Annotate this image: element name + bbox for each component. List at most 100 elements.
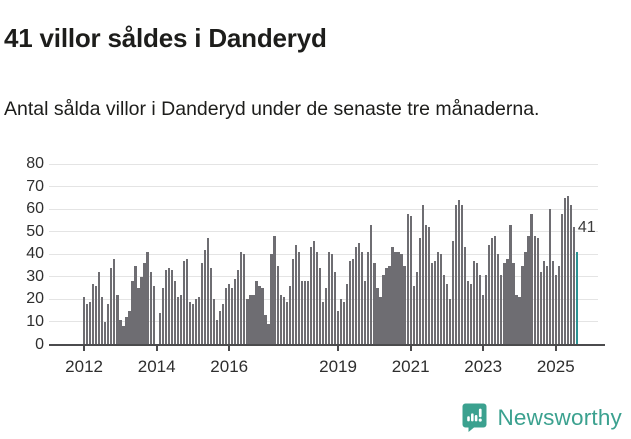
bar bbox=[355, 247, 358, 345]
bar bbox=[324, 288, 328, 345]
bar bbox=[470, 283, 473, 345]
bar bbox=[140, 276, 143, 345]
bar bbox=[560, 213, 563, 345]
bar bbox=[448, 299, 452, 345]
bar bbox=[548, 209, 551, 345]
bar bbox=[125, 317, 128, 345]
bar bbox=[436, 251, 439, 345]
bar bbox=[83, 297, 86, 345]
bar bbox=[318, 267, 322, 345]
brand-name: Newsworthy bbox=[497, 404, 622, 430]
bar bbox=[421, 204, 424, 345]
bar bbox=[536, 238, 539, 345]
y-axis-label-10: 10 bbox=[26, 312, 44, 330]
bar bbox=[554, 274, 557, 345]
bar bbox=[306, 281, 309, 345]
gridline-y-70 bbox=[49, 186, 598, 188]
bar bbox=[276, 265, 279, 345]
bar bbox=[234, 279, 237, 345]
bar bbox=[557, 265, 560, 345]
bar bbox=[167, 267, 170, 345]
bar bbox=[303, 281, 306, 345]
bar bbox=[358, 242, 361, 345]
bar bbox=[122, 326, 125, 345]
bar bbox=[485, 274, 488, 345]
bar bbox=[294, 245, 297, 345]
bar bbox=[391, 247, 394, 345]
bar-chart-speech-bubble-icon bbox=[462, 403, 487, 432]
bar bbox=[424, 224, 427, 345]
bar bbox=[240, 251, 243, 345]
bar bbox=[524, 251, 527, 345]
x-axis-label-2023: 2023 bbox=[464, 356, 503, 376]
bar bbox=[231, 288, 234, 345]
bar bbox=[491, 238, 494, 345]
bar bbox=[463, 247, 467, 345]
bar bbox=[128, 310, 131, 345]
bar bbox=[282, 297, 285, 345]
x-axis-line bbox=[49, 343, 605, 346]
bar bbox=[364, 281, 367, 345]
bar bbox=[182, 261, 186, 345]
y-axis-label-70: 70 bbox=[26, 177, 44, 195]
bar bbox=[110, 267, 113, 345]
bar bbox=[403, 265, 406, 345]
bar bbox=[95, 285, 98, 345]
bar bbox=[445, 283, 449, 345]
bar bbox=[246, 299, 249, 345]
y-axis-label-60: 60 bbox=[26, 200, 44, 218]
bar bbox=[376, 288, 379, 345]
bar bbox=[533, 236, 536, 345]
chart-title: 41 villor såldes i Danderyd bbox=[4, 23, 327, 54]
bar bbox=[113, 258, 116, 345]
gridline-y-40 bbox=[49, 253, 598, 255]
bar bbox=[394, 251, 397, 345]
bar bbox=[370, 224, 373, 345]
bar bbox=[179, 294, 182, 345]
bar bbox=[330, 254, 334, 345]
bar bbox=[228, 283, 231, 345]
bar bbox=[466, 281, 470, 345]
bar bbox=[509, 224, 512, 345]
bar bbox=[442, 274, 446, 345]
chart-subtitle: Antal sålda villor i Danderyd under de s… bbox=[4, 97, 540, 120]
highlighted-bar-current-period bbox=[575, 251, 579, 345]
y-axis-label-0: 0 bbox=[35, 335, 44, 353]
bar bbox=[209, 267, 213, 345]
y-axis-label-50: 50 bbox=[26, 222, 44, 240]
x-axis-tick-2014 bbox=[155, 345, 158, 351]
bar bbox=[249, 294, 252, 345]
bar bbox=[361, 251, 364, 345]
bar bbox=[176, 297, 179, 345]
x-axis-label-2012: 2012 bbox=[65, 356, 103, 376]
bar bbox=[439, 254, 443, 345]
bar bbox=[243, 254, 246, 345]
bar bbox=[89, 301, 92, 345]
x-axis-tick-2019 bbox=[337, 345, 340, 351]
bar bbox=[343, 301, 346, 345]
bar bbox=[161, 288, 164, 345]
bar bbox=[379, 297, 382, 345]
bar bbox=[427, 227, 430, 345]
bar bbox=[563, 197, 566, 345]
bar bbox=[415, 272, 418, 345]
bar bbox=[457, 200, 461, 345]
bar bbox=[288, 285, 291, 345]
bar bbox=[267, 324, 270, 345]
bar bbox=[149, 272, 152, 345]
bar bbox=[146, 251, 149, 345]
bar bbox=[373, 263, 376, 345]
bar bbox=[237, 270, 240, 345]
bar bbox=[497, 254, 500, 345]
bar bbox=[352, 258, 355, 345]
bar bbox=[479, 274, 482, 345]
bar bbox=[170, 270, 173, 345]
bar bbox=[430, 263, 433, 345]
bar bbox=[545, 265, 548, 345]
bar bbox=[397, 251, 400, 345]
bar bbox=[388, 265, 391, 345]
bar bbox=[367, 251, 370, 345]
bar bbox=[98, 272, 101, 345]
bar bbox=[569, 204, 573, 345]
